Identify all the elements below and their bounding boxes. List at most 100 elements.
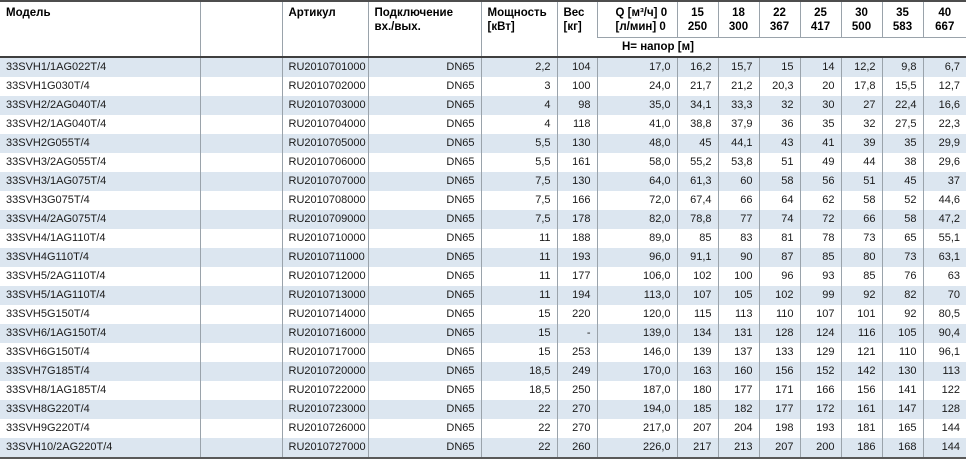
table-row: 33SVH3/2AG055T/4 RU2010706000 DN65 5,5 161 58… (0, 152, 966, 172)
head-value-cell: 165 (881, 418, 923, 438)
power-cell: 18,5 (480, 380, 557, 400)
table-row: 33SVH5G150T/4 RU2010714000 DN65 15 220 120,0 1… (0, 304, 966, 324)
model-cell: 33SVH10/2AG220T/4 (0, 437, 200, 458)
head-value-cell: 172 (799, 399, 841, 419)
weight-cell: 118 (556, 114, 597, 134)
head-value-cell: 12,7 (922, 76, 966, 96)
model-cell: 33SVH6/1AG150T/4 (0, 323, 200, 343)
weight-cell: 130 (556, 171, 597, 191)
head-value-cell: 89,0 (596, 228, 677, 248)
head-value-cell: 35,0 (596, 95, 677, 115)
head-value-cell: 58 (881, 209, 923, 229)
power-cell: 15 (480, 342, 557, 362)
head-value-cell: 76 (881, 266, 923, 286)
head-value-cell: 51 (840, 171, 882, 191)
head-value-cell: 200 (799, 437, 841, 458)
spacer-cell (199, 171, 282, 191)
header-connection: Подключение вх./вых. (367, 1, 481, 58)
connection-cell: DN65 (367, 418, 481, 438)
head-value-cell: 27 (840, 95, 882, 115)
table-body: 33SVH1/1AG022T/4 RU2010701000 DN65 2,2 104 17… (0, 56, 966, 458)
header-flow-column: 35 583 (881, 1, 923, 38)
model-cell: 33SVH2/1AG040T/4 (0, 114, 200, 134)
head-value-cell: 90,4 (922, 323, 966, 343)
head-value-cell: 137 (717, 342, 759, 362)
flow-m3h-value: 40 (938, 7, 952, 19)
head-value-cell: 21,2 (717, 76, 759, 96)
flow-lmin-value: 367 (769, 21, 790, 33)
table-row: 33SVH1/1AG022T/4 RU2010701000 DN65 2,2 104 17… (0, 56, 966, 77)
weight-cell: 98 (556, 95, 597, 115)
header-flow-column: 30 500 (840, 1, 882, 38)
table-row: 33SVH2/2AG040T/4 RU2010703000 DN65 4 98 35,0 3… (0, 95, 966, 115)
head-value-cell: 141 (881, 380, 923, 400)
head-value-cell: 80,5 (922, 304, 966, 324)
header-flow-column: 22 367 (758, 1, 800, 38)
header-power: Мощность [кВт] (480, 1, 557, 58)
spacer-cell (199, 190, 282, 210)
weight-cell: 161 (556, 152, 597, 172)
head-value-cell: 51 (758, 152, 800, 172)
head-value-cell: 133 (758, 342, 800, 362)
model-cell: 33SVH5/1AG110T/4 (0, 285, 200, 305)
table-header: Модель Артикул Подключение вх./вых. Мощн… (0, 1, 966, 58)
spacer-cell (199, 285, 282, 305)
table-row: 33SVH5/1AG110T/4 RU2010713000 DN65 11 194 113… (0, 285, 966, 305)
head-value-cell: 44,1 (717, 133, 759, 153)
head-value-cell: 107 (799, 304, 841, 324)
head-value-cell: 160 (717, 361, 759, 381)
article-cell: RU2010705000 (281, 133, 368, 153)
header-flow-column: 25 417 (799, 1, 841, 38)
spacer-cell (199, 342, 282, 362)
head-value-cell: 9,8 (881, 56, 923, 77)
head-value-cell: 45 (881, 171, 923, 191)
head-value-cell: 44 (840, 152, 882, 172)
model-cell: 33SVH9G220T/4 (0, 418, 200, 438)
power-cell: 2,2 (480, 56, 557, 77)
head-value-cell: 105 (881, 323, 923, 343)
power-cell: 11 (480, 228, 557, 248)
connection-cell: DN65 (367, 190, 481, 210)
model-cell: 33SVH3G075T/4 (0, 190, 200, 210)
model-cell: 33SVH2G055T/4 (0, 133, 200, 153)
head-value-cell: 32 (840, 114, 882, 134)
weight-cell: 100 (556, 76, 597, 96)
head-value-cell: 99 (799, 285, 841, 305)
head-value-cell: 14 (799, 56, 841, 77)
flow-m3h-value: 35 (896, 7, 909, 19)
head-value-cell: 181 (840, 418, 882, 438)
head-value-cell: 48,0 (596, 133, 677, 153)
model-cell: 33SVH4/1AG110T/4 (0, 228, 200, 248)
table-row: 33SVH2/1AG040T/4 RU2010704000 DN65 4 118 41,0… (0, 114, 966, 134)
connection-cell: DN65 (367, 361, 481, 381)
head-value-cell: 102 (676, 266, 718, 286)
header-flow-column: 18 300 (717, 1, 759, 38)
table-row: 33SVH3/1AG075T/4 RU2010707000 DN65 7,5 130 64… (0, 171, 966, 191)
flow-m3h-value: 18 (732, 7, 745, 19)
model-cell: 33SVH2/2AG040T/4 (0, 95, 200, 115)
weight-cell: 270 (556, 418, 597, 438)
head-value-cell: 207 (676, 418, 718, 438)
head-value-cell: 90 (717, 247, 759, 267)
spacer-cell (199, 228, 282, 248)
weight-cell: 193 (556, 247, 597, 267)
head-value-cell: 72,0 (596, 190, 677, 210)
head-value-cell: 64 (758, 190, 800, 210)
head-value-cell: 63 (922, 266, 966, 286)
spacer-cell (199, 323, 282, 343)
connection-cell: DN65 (367, 171, 481, 191)
head-value-cell: 29,6 (922, 152, 966, 172)
connection-cell: DN65 (367, 266, 481, 286)
head-value-cell: 85 (799, 247, 841, 267)
connection-cell: DN65 (367, 152, 481, 172)
head-value-cell: 20 (799, 76, 841, 96)
head-value-cell: 142 (840, 361, 882, 381)
weight-cell: 166 (556, 190, 597, 210)
weight-cell: 188 (556, 228, 597, 248)
header-row-head: Н= напор [м] (0, 37, 966, 58)
weight-cell: 270 (556, 399, 597, 419)
connection-cell: DN65 (367, 247, 481, 267)
head-value-cell: 53,8 (717, 152, 759, 172)
head-value-cell: 33,3 (717, 95, 759, 115)
article-cell: RU2010702000 (281, 76, 368, 96)
